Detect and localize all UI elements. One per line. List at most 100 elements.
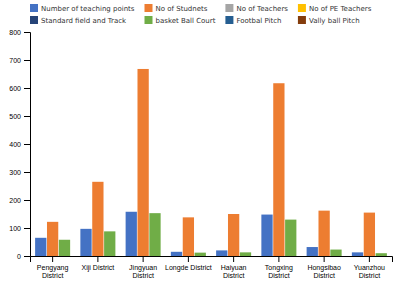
x-tick-label: HongsibaoDistrict bbox=[307, 264, 341, 279]
bar bbox=[195, 253, 206, 256]
y-tick-label: 200 bbox=[9, 197, 21, 204]
legend-item: basket Ball Court bbox=[145, 16, 216, 25]
x-tick: HongsibaoDistrict bbox=[307, 256, 341, 279]
y-tick: 0 bbox=[17, 253, 30, 260]
bar-series bbox=[35, 212, 363, 256]
legend-item: Number of teaching points bbox=[30, 4, 135, 13]
y-tick-mark bbox=[24, 60, 30, 61]
x-tick-label-line: District bbox=[359, 272, 380, 279]
bar bbox=[352, 252, 363, 256]
legend-swatch bbox=[225, 4, 233, 12]
x-tick: JingyuanDistrict bbox=[129, 256, 157, 279]
bar bbox=[35, 238, 46, 256]
y-tick-label: 600 bbox=[9, 85, 21, 92]
bar bbox=[376, 253, 387, 256]
x-tick: YuanzhouDistrict bbox=[354, 256, 385, 279]
legend-item: Standard field and Track bbox=[30, 16, 127, 25]
bar bbox=[47, 222, 58, 256]
bar bbox=[307, 247, 318, 256]
x-axis-line bbox=[31, 257, 393, 263]
y-tick: 600 bbox=[9, 85, 30, 92]
bar bbox=[92, 182, 103, 256]
bar bbox=[137, 69, 148, 256]
x-axis: PengyangDistrictXiji DistrictJingyuanDis… bbox=[31, 256, 393, 279]
legend-item: No of Teachers bbox=[225, 4, 288, 13]
chart: Number of teaching points No of Studnets N… bbox=[0, 0, 400, 286]
x-tick-label-line: District bbox=[313, 272, 334, 279]
y-tick-label: 0 bbox=[17, 253, 21, 260]
y-tick-mark bbox=[24, 172, 30, 173]
bar bbox=[261, 215, 272, 256]
legend-label: No of PE Teachers bbox=[309, 5, 372, 13]
legend-label: No of Teachers bbox=[236, 5, 288, 13]
bar-series bbox=[59, 213, 387, 256]
x-tick-label-line: District bbox=[42, 272, 63, 279]
x-tick-mark bbox=[97, 256, 98, 262]
y-tick-label: 300 bbox=[9, 169, 21, 176]
bar bbox=[59, 240, 70, 256]
x-tick-label: JingyuanDistrict bbox=[129, 264, 157, 279]
x-tick: TongxingDistrict bbox=[265, 256, 293, 279]
bar bbox=[80, 229, 91, 256]
bar bbox=[104, 231, 115, 256]
bar bbox=[330, 250, 341, 256]
legend-swatch bbox=[298, 16, 306, 24]
x-tick-label-line: Jingyuan bbox=[129, 264, 157, 272]
y-tick-label: 800 bbox=[9, 29, 21, 36]
y-tick: 500 bbox=[9, 113, 30, 120]
y-tick-mark bbox=[24, 144, 30, 145]
legend-label: No of Studnets bbox=[156, 5, 208, 13]
bars bbox=[35, 69, 387, 256]
y-axis: 0 100 200 300 400 500 600 700 800 bbox=[9, 29, 30, 260]
y-tick-label: 700 bbox=[9, 57, 21, 64]
legend-swatch bbox=[225, 16, 233, 24]
y-tick-mark bbox=[24, 200, 30, 201]
y-tick-label: 100 bbox=[9, 225, 21, 232]
x-tick-label: Xiji District bbox=[82, 264, 115, 272]
x-tick-label: TongxingDistrict bbox=[265, 264, 293, 279]
x-tick-label-line: District bbox=[132, 272, 153, 279]
x-tick-label-line: Tongxing bbox=[265, 264, 293, 272]
legend-item: Vally ball Pitch bbox=[298, 16, 360, 25]
bar bbox=[285, 220, 296, 256]
bar bbox=[126, 212, 137, 256]
x-tick: Longde District bbox=[165, 256, 212, 272]
legend: Number of teaching points No of Studnets N… bbox=[30, 4, 372, 25]
bar bbox=[171, 252, 182, 256]
legend-label: Footbal Pitch bbox=[236, 17, 281, 25]
plot: 0 100 200 300 400 500 600 700 800 PengyangDistric… bbox=[9, 29, 392, 279]
legend-swatch bbox=[30, 16, 38, 24]
y-tick: 200 bbox=[9, 197, 30, 204]
legend-swatch bbox=[298, 4, 306, 12]
x-tick-mark bbox=[143, 256, 144, 262]
x-tick-label-line: Haiyuan bbox=[221, 264, 247, 272]
x-tick-mark bbox=[278, 256, 279, 262]
legend-label: Standard field and Track bbox=[41, 17, 127, 25]
x-tick-label: PengyangDistrict bbox=[37, 264, 69, 279]
x-tick-label: HaiyuanDistrict bbox=[221, 264, 247, 279]
x-tick-label-line: Longde District bbox=[165, 264, 212, 272]
bar-series bbox=[47, 69, 375, 256]
x-tick-label-line: Xiji District bbox=[82, 264, 115, 272]
y-tick-mark bbox=[24, 32, 30, 33]
legend-label: Number of teaching points bbox=[41, 5, 135, 13]
bar bbox=[318, 211, 329, 256]
x-tick-label: Longde District bbox=[165, 264, 212, 272]
legend-label: basket Ball Court bbox=[156, 17, 216, 25]
bar bbox=[216, 250, 227, 256]
bar bbox=[364, 213, 375, 256]
y-tick-mark bbox=[24, 256, 30, 257]
x-tick-mark bbox=[52, 256, 53, 262]
x-tick: Xiji District bbox=[82, 256, 115, 272]
bar bbox=[240, 252, 251, 256]
y-tick: 400 bbox=[9, 141, 30, 148]
legend-label: Vally ball Pitch bbox=[309, 17, 360, 25]
legend-swatch bbox=[30, 4, 38, 12]
x-tick-label-line: Yuanzhou bbox=[354, 264, 385, 271]
bar bbox=[228, 214, 239, 256]
y-tick: 800 bbox=[9, 29, 30, 36]
legend-item: Footbal Pitch bbox=[225, 16, 281, 25]
x-tick-mark bbox=[369, 256, 370, 262]
x-tick-mark bbox=[233, 256, 234, 262]
x-tick: HaiyuanDistrict bbox=[221, 256, 247, 279]
